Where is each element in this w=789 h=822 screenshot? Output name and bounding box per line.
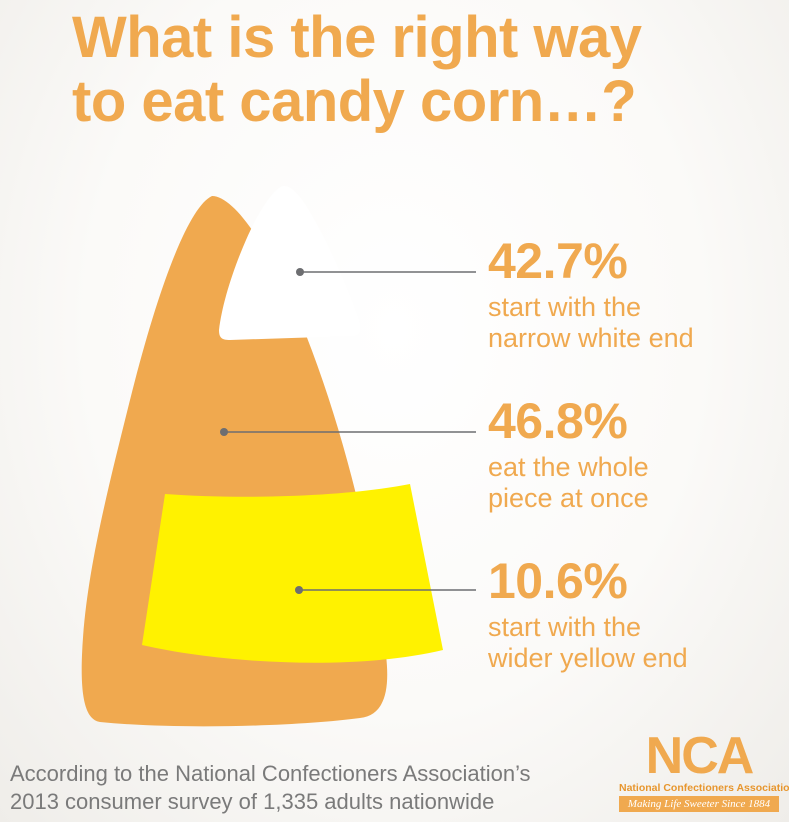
value-label-orange: 46.8% [488,393,628,449]
description-white: start with the narrow white end [488,292,694,353]
candy-corn-white-tip [219,186,360,340]
leader-dot-white [296,268,304,276]
source-note: According to the National Confectioners … [10,761,531,814]
callout-whole-piece: 46.8% eat the whole piece at once [488,394,649,514]
title-line-2: to eat candy corn…? [72,69,637,134]
callout-white-end: 42.7% start with the narrow white end [488,234,694,354]
value-label-white: 42.7% [488,233,628,289]
leader-dot-orange [220,428,228,436]
logo-mark: NCA [645,727,755,785]
logo-tagline: Making Life Sweeter Since 1884 [619,796,779,812]
callout-yellow-end: 10.6% start with the wider yellow end [488,554,688,674]
chart-title: What is the right way to eat candy corn…… [72,6,752,134]
title-line-1: What is the right way [72,5,642,70]
nca-logo: NCA National Confectioners Association M… [619,727,789,812]
description-yellow: start with the wider yellow end [488,612,688,673]
candy-corn-yellow-base [142,484,443,663]
leader-dot-yellow [295,586,303,594]
description-orange: eat the whole piece at once [488,452,649,513]
value-label-yellow: 10.6% [488,553,628,609]
logo-name: National Confectioners Association [619,782,789,794]
